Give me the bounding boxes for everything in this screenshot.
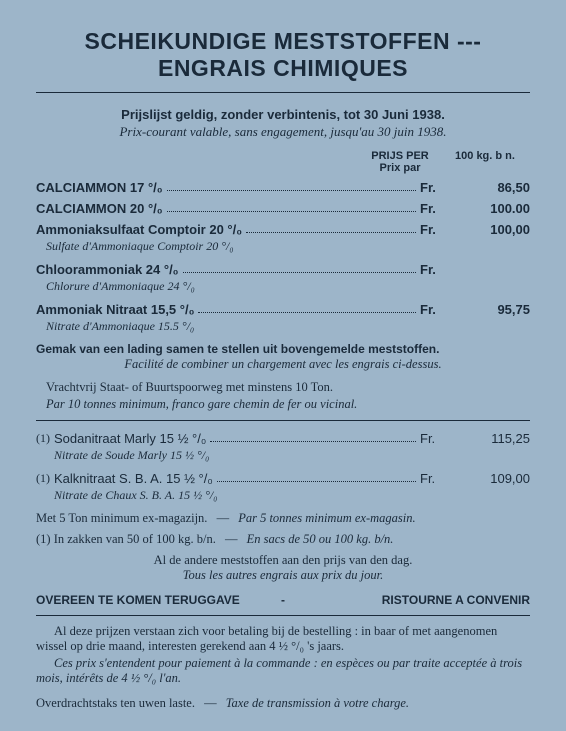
payment-nl: Al deze prijzen verstaan zich voor betal…: [36, 624, 530, 654]
ristourne-row: OVEREEN TE KOMEN TERUGGAVE - RISTOURNE A…: [36, 593, 530, 607]
leader-dots: [217, 481, 416, 482]
tax-fr: Taxe de transmission à votre charge.: [226, 696, 409, 710]
product-row: CALCIAMMON 17 °/₀ Fr. 86,50: [36, 180, 530, 195]
product-row: Ammoniak Nitraat 15,5 °/₀ Fr. 95,75 Nitr…: [36, 302, 530, 334]
product-sub-fr: Chlorure d'Ammoniaque 24 °/₀: [46, 279, 530, 294]
price-value: 86,50: [460, 180, 530, 195]
separator: —: [225, 532, 238, 546]
bags-fr: En sacs de 50 ou 100 kg. b/n.: [247, 532, 394, 546]
product-name: CALCIAMMON 17 °/₀: [36, 180, 163, 195]
currency: Fr.: [420, 222, 460, 237]
currency: Fr.: [420, 180, 460, 195]
price-value: 115,25: [460, 431, 530, 446]
product-row: (1) Kalknitraat S. B. A. 15 ½ °/₀ Fr. 10…: [36, 471, 530, 503]
separator: —: [217, 511, 230, 525]
product-row: Ammoniaksulfaat Comptoir 20 °/₀ Fr. 100,…: [36, 222, 530, 254]
other-prices-fr: Tous les autres engrais aux prix du jour…: [36, 568, 530, 583]
bags-nl: (1) In zakken van 50 of 100 kg. b/n.: [36, 532, 216, 546]
product-name: Kalknitraat S. B. A. 15 ½ °/₀: [54, 471, 213, 486]
tax-line: Overdrachtstaks ten uwen laste. — Taxe d…: [36, 696, 530, 711]
divider: [36, 92, 530, 93]
separator: —: [204, 696, 217, 710]
freight-fr: Par 10 tonnes minimum, franco gare chemi…: [46, 397, 530, 412]
product-row: (1) Sodanitraat Marly 15 ½ °/₀ Fr. 115,2…: [36, 431, 530, 463]
divider: [36, 420, 530, 421]
currency: Fr.: [420, 262, 460, 277]
leader-dots: [167, 190, 416, 191]
other-prices-nl: Al de andere meststoffen aan den prijs v…: [36, 553, 530, 568]
ristourne-left: OVEREEN TE KOMEN TERUGGAVE: [36, 593, 281, 607]
price-column-header: PRIJS PER Prix par 100 kg. b n.: [36, 150, 530, 174]
leader-dots: [246, 232, 416, 233]
currency: Fr.: [420, 302, 460, 317]
price-value: 109,00: [460, 471, 530, 486]
product-sub-fr: Sulfate d'Ammoniaque Comptoir 20 °/₀: [46, 239, 530, 254]
note-ref: (1): [36, 471, 50, 486]
product-name: Chloorammoniak 24 °/₀: [36, 262, 179, 277]
freight-nl: Vrachtvrij Staat- of Buurtspoorweg met m…: [46, 380, 530, 395]
divider: [36, 615, 530, 616]
min5-line: Met 5 Ton minimum ex-magazijn. — Par 5 t…: [36, 511, 530, 526]
currency: Fr.: [420, 471, 460, 486]
product-sub-fr: Nitrate de Chaux S. B. A. 15 ½ °/₀: [54, 488, 530, 503]
header-prix-par: Prix par: [360, 162, 440, 174]
min5-fr: Par 5 tonnes minimum ex-magasin.: [238, 511, 415, 525]
combine-nl: Gemak van een lading samen te stellen ui…: [36, 342, 530, 356]
currency: Fr.: [420, 431, 460, 446]
subtitle-nl: Prijslijst geldig, zonder verbintenis, t…: [36, 107, 530, 122]
price-value: 100.00: [460, 201, 530, 216]
product-sub-fr: Nitrate d'Ammoniaque 15.5 °/₀: [46, 319, 530, 334]
leader-dots: [183, 272, 416, 273]
tax-nl: Overdrachtstaks ten uwen laste.: [36, 696, 195, 710]
price-value: 95,75: [460, 302, 530, 317]
leader-dots: [198, 312, 416, 313]
product-name: CALCIAMMON 20 °/₀: [36, 201, 163, 216]
min5-nl: Met 5 Ton minimum ex-magazijn.: [36, 511, 207, 525]
price-value: 100,00: [460, 222, 530, 237]
bags-line: (1) In zakken van 50 of 100 kg. b/n. — E…: [36, 532, 530, 547]
leader-dots: [210, 441, 416, 442]
combine-fr: Facilité de combiner un chargement avec …: [36, 357, 530, 372]
note-ref: (1): [36, 431, 50, 446]
price-list-page: SCHEIKUNDIGE MESTSTOFFEN --- ENGRAIS CHI…: [0, 0, 566, 731]
product-name: Sodanitraat Marly 15 ½ °/₀: [54, 431, 206, 446]
ristourne-right: RISTOURNE A CONVENIR: [285, 593, 530, 607]
product-name: Ammoniaksulfaat Comptoir 20 °/₀: [36, 222, 242, 237]
product-row: Chloorammoniak 24 °/₀ Fr. Chlorure d'Amm…: [36, 262, 530, 294]
subtitle-fr: Prix-courant valable, sans engagement, j…: [36, 124, 530, 140]
leader-dots: [167, 211, 416, 212]
product-row: CALCIAMMON 20 °/₀ Fr. 100.00: [36, 201, 530, 216]
product-sub-fr: Nitrate de Soude Marly 15 ½ °/₀: [54, 448, 530, 463]
header-unit: 100 kg. b n.: [440, 150, 530, 174]
header-prijs-per: PRIJS PER: [360, 150, 440, 162]
currency: Fr.: [420, 201, 460, 216]
product-name: Ammoniak Nitraat 15,5 °/₀: [36, 302, 194, 317]
main-title: SCHEIKUNDIGE MESTSTOFFEN --- ENGRAIS CHI…: [36, 28, 530, 82]
payment-fr: Ces prix s'entendent pour paiement à la …: [36, 656, 530, 686]
